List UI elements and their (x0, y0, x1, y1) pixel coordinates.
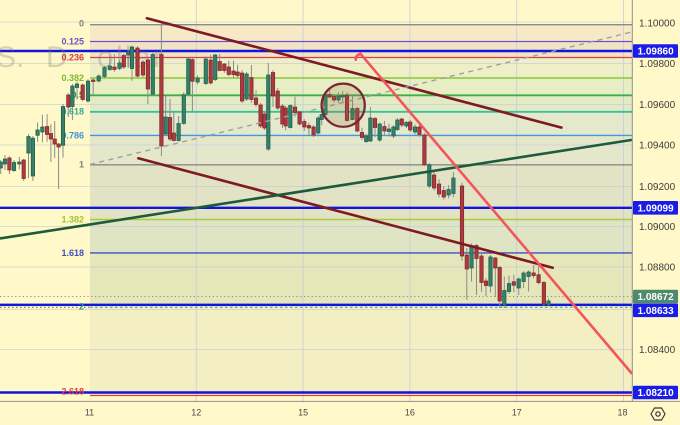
svg-text:1.09000: 1.09000 (639, 222, 676, 233)
svg-text:1.09860: 1.09860 (638, 47, 675, 58)
svg-text:1.10000: 1.10000 (639, 19, 676, 30)
svg-text:0.5: 0.5 (71, 90, 84, 100)
svg-text:18: 18 (617, 407, 627, 417)
svg-text:1.382: 1.382 (61, 214, 84, 224)
svg-text:0: 0 (79, 19, 84, 29)
svg-text:16: 16 (405, 407, 415, 417)
svg-text:0.382: 0.382 (61, 73, 84, 83)
svg-text:1.09200: 1.09200 (639, 182, 676, 193)
svg-text:0.786: 0.786 (61, 130, 84, 140)
svg-text:1.08633: 1.08633 (638, 306, 675, 317)
svg-text:r: r (153, 41, 163, 74)
svg-text:1.08672: 1.08672 (638, 292, 675, 303)
svg-text:1: 1 (79, 160, 84, 170)
svg-text:l: l (116, 41, 123, 74)
svg-text:1.08400: 1.08400 (639, 345, 676, 356)
svg-text:1.618: 1.618 (61, 248, 84, 258)
svg-text:D: D (46, 41, 68, 74)
svg-text:0.125: 0.125 (61, 36, 84, 46)
svg-text:1.09099: 1.09099 (638, 203, 675, 214)
svg-text:17: 17 (512, 407, 522, 417)
svg-text:S.: S. (0, 41, 24, 74)
svg-text:0.236: 0.236 (61, 52, 84, 62)
svg-text:1.08210: 1.08210 (638, 388, 675, 399)
svg-text:2.618: 2.618 (61, 386, 84, 396)
svg-text:2: 2 (79, 302, 84, 312)
svg-text:1.09800: 1.09800 (639, 59, 676, 70)
svg-text:11: 11 (85, 407, 94, 417)
svg-text:1.09600: 1.09600 (639, 100, 676, 111)
svg-text:1.08800: 1.08800 (639, 263, 676, 274)
svg-text:1.09400: 1.09400 (639, 141, 676, 152)
svg-text:12: 12 (191, 407, 201, 417)
svg-text:15: 15 (298, 407, 308, 417)
